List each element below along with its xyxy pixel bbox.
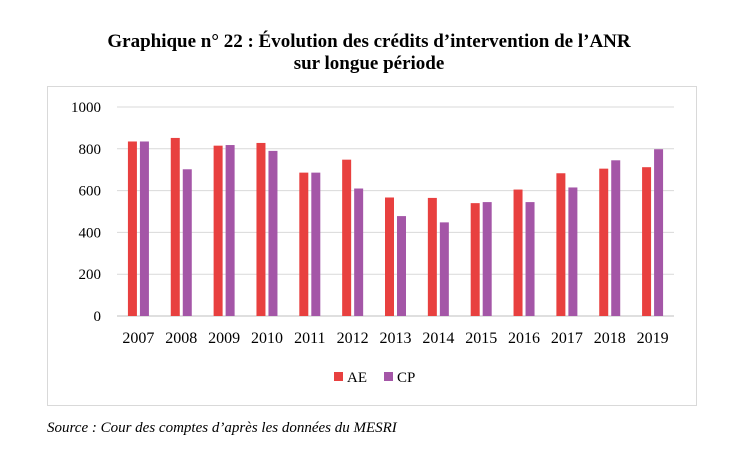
bar-ae-2011 <box>299 172 309 316</box>
x-tick-label: 2007 <box>122 330 154 347</box>
x-tick-label: 2016 <box>508 330 540 347</box>
x-tick-label: 2017 <box>551 330 583 347</box>
bar-ae-2007 <box>127 141 137 316</box>
source-note: Source : Cour des comptes d’après les do… <box>47 420 397 436</box>
x-tick-label: 2010 <box>251 330 283 347</box>
bar-ae-2012 <box>342 159 352 316</box>
legend-swatch-cp <box>384 372 393 381</box>
y-tick-label: 800 <box>79 142 102 158</box>
bar-cp-2019 <box>654 149 664 316</box>
bar-cp-2011 <box>311 172 321 316</box>
chart-title-line-2: sur longue période <box>293 53 445 74</box>
x-tick-label: 2008 <box>165 330 197 347</box>
bar-ae-2015 <box>470 203 480 316</box>
x-tick-label: 2015 <box>465 330 497 347</box>
bar-cp-2014 <box>439 222 449 316</box>
legend: AE CP <box>334 370 415 386</box>
bar-cp-2017 <box>568 187 578 316</box>
y-tick-label: 1000 <box>71 100 101 116</box>
bar-ae-2008 <box>170 137 180 316</box>
y-axis-tick-labels: 0 200 400 600 800 1000 <box>71 100 101 325</box>
bar-ae-2017 <box>556 173 566 316</box>
bar-cp-2009 <box>225 145 235 316</box>
gridlines <box>117 106 674 317</box>
x-tick-label: 2018 <box>594 330 626 347</box>
bar-cp-2010 <box>268 150 278 316</box>
bar-ae-2009 <box>213 145 223 316</box>
bars <box>127 137 664 316</box>
bar-cp-2008 <box>182 169 192 316</box>
y-tick-label: 600 <box>79 184 102 200</box>
bar-cp-2007 <box>139 141 149 316</box>
bar-cp-2016 <box>525 202 535 316</box>
bar-cp-2013 <box>397 216 406 316</box>
x-tick-label: 2013 <box>380 330 412 347</box>
x-tick-label: 2009 <box>208 330 240 347</box>
y-tick-label: 400 <box>79 225 102 241</box>
legend-label-cp: CP <box>397 370 415 386</box>
bar-ae-2016 <box>513 189 523 316</box>
bar-ae-2018 <box>599 168 609 316</box>
bar-cp-2012 <box>354 188 364 316</box>
x-tick-label: 2014 <box>422 330 454 347</box>
x-tick-label: 2019 <box>637 330 669 347</box>
legend-swatch-ae <box>334 372 343 381</box>
bar-ae-2019 <box>642 167 652 316</box>
y-tick-label: 200 <box>79 267 102 283</box>
bar-cp-2018 <box>611 160 621 316</box>
bar-ae-2013 <box>385 197 394 316</box>
x-tick-label: 2011 <box>294 330 325 347</box>
chart-title-line-1: Graphique n° 22 : Évolution des crédits … <box>107 31 631 52</box>
bar-ae-2014 <box>427 197 437 316</box>
bar-ae-2010 <box>256 142 266 316</box>
bar-cp-2015 <box>482 202 492 316</box>
y-tick-label: 0 <box>94 309 102 325</box>
chart-area-border <box>47 86 697 406</box>
x-axis-tick-labels: 2007 2008 2009 2010 2011 2012 2013 2014 2015 2016… <box>122 330 668 347</box>
x-tick-label: 2012 <box>337 330 369 347</box>
legend-label-ae: AE <box>347 370 367 386</box>
